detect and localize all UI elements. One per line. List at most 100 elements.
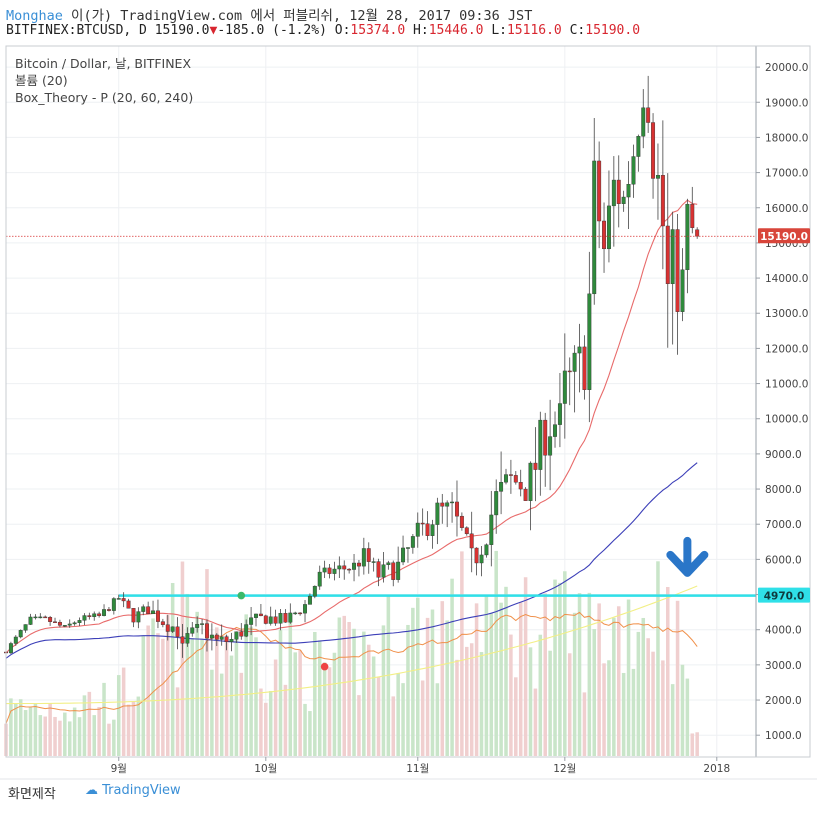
candle-body [106, 609, 111, 611]
candle [200, 618, 205, 635]
candle [283, 609, 288, 623]
candle-body [224, 636, 229, 642]
volume-bar [121, 667, 126, 756]
volume-bar [499, 602, 503, 756]
volume-bar [288, 619, 293, 756]
candle [219, 624, 224, 646]
candle [450, 492, 455, 523]
candle [464, 526, 469, 536]
x-tick-label: 11월 [406, 763, 429, 775]
volume-bar [126, 704, 131, 756]
volume-bar [244, 614, 248, 756]
volume-bar [504, 586, 508, 756]
candle-body [557, 403, 562, 425]
candle-body [175, 626, 180, 637]
candle [597, 141, 602, 249]
volume-bar [489, 613, 494, 756]
candle [410, 533, 415, 554]
candle-body [67, 623, 72, 626]
candle-body [28, 616, 33, 625]
y-tick-label: 11000.0 [765, 379, 808, 391]
volume-bar [215, 627, 219, 756]
candle [356, 559, 361, 577]
volume-bar [592, 629, 596, 756]
candle-body [165, 624, 170, 632]
candle-body [553, 424, 557, 437]
candle [499, 451, 504, 515]
y-tick-label: 2000.0 [765, 695, 802, 707]
candle-body [87, 615, 92, 617]
signal-marker-dot [320, 662, 329, 671]
candle-body [670, 229, 675, 285]
volume-bar [538, 634, 543, 756]
candle [278, 608, 283, 631]
symbol-label[interactable]: BITFINEX:BTCUSD, D [6, 23, 147, 38]
level-price-tag: 4970.0 [764, 591, 805, 603]
volume-bar [406, 624, 410, 756]
candle [523, 487, 528, 501]
candle-body [170, 626, 175, 632]
y-tick-label: 9000.0 [765, 449, 802, 461]
candle-body [209, 634, 214, 639]
candle-body [249, 617, 254, 625]
candle [170, 626, 175, 633]
author-link[interactable]: Monghae [6, 8, 63, 24]
candle [690, 186, 695, 234]
candle [602, 202, 607, 273]
candle [268, 606, 273, 626]
close-value: 15190.0 [585, 23, 641, 38]
volume-bar [72, 707, 77, 756]
candle-body [685, 203, 690, 271]
candle-body [489, 514, 494, 545]
ohlc-header: BITFINEX:BTCUSD, D 15190.0▼-185.0 (-1.2%… [6, 23, 640, 38]
volume-bar [386, 596, 391, 756]
volume-bar [523, 577, 528, 756]
volume-bar [268, 690, 273, 756]
volume-bar [58, 720, 62, 756]
candle-body [327, 567, 332, 574]
tradingview-label: TradingView [102, 783, 181, 798]
candle-body [440, 502, 445, 507]
tradingview-brand[interactable]: ☁ TradingView [85, 783, 181, 798]
candle [249, 607, 254, 636]
cloud-logo-icon: ☁ [85, 783, 98, 798]
candle-body [136, 611, 141, 623]
candle-body [234, 631, 239, 640]
candle-body [77, 620, 82, 623]
chart-legend: Bitcoin / Dollar, 날, BITFINEX 볼륨 (20) Box_… [15, 56, 193, 105]
candle [322, 560, 327, 579]
candle-body [116, 598, 121, 600]
grid [6, 46, 756, 757]
candle-body [513, 475, 518, 483]
volume-bar [518, 602, 523, 756]
candle [337, 556, 342, 578]
y-tick-label: 4000.0 [765, 625, 802, 637]
candle [126, 598, 131, 609]
volume-bar [631, 668, 636, 756]
candle-body [690, 203, 695, 228]
candle [111, 597, 116, 615]
volume-bar [43, 716, 47, 756]
volume-bar [146, 625, 150, 756]
volume-bar [229, 655, 234, 756]
volume-bar [366, 644, 371, 756]
volume-bar [675, 600, 680, 756]
volume-bar [465, 646, 469, 756]
volume-bar [411, 607, 415, 756]
candle-body [342, 565, 347, 570]
candle [185, 627, 190, 647]
volume-bar [14, 703, 18, 756]
candle [57, 619, 62, 628]
volume-bar [347, 621, 351, 756]
volume-bar [612, 617, 616, 756]
volume-bar [219, 673, 224, 756]
candle [655, 143, 660, 220]
volume-bar [352, 628, 356, 756]
candle-body [332, 568, 337, 574]
candle [587, 251, 592, 423]
candle-body [582, 346, 587, 390]
candle [13, 635, 18, 646]
y-tick-label: 6000.0 [765, 554, 802, 566]
